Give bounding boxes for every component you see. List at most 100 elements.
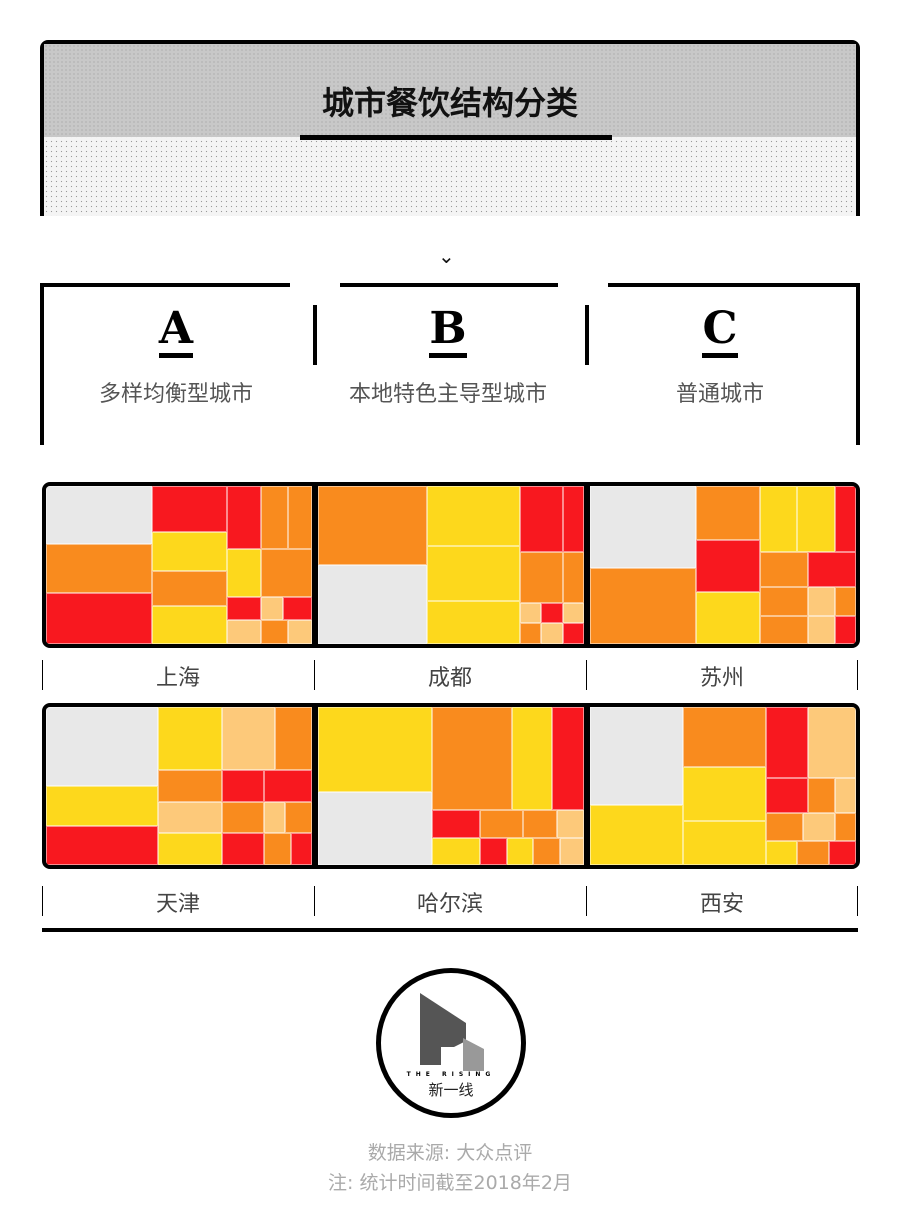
- treemap-tile: [590, 707, 684, 805]
- treemap-tile: [765, 841, 798, 865]
- treemap-tile: [264, 801, 286, 834]
- treemap-tile: [157, 707, 222, 771]
- treemap-tile: [834, 486, 856, 553]
- treemap-tile: [432, 838, 481, 865]
- chevron-down-icon: ⌄: [438, 244, 455, 268]
- treemap-tile: [46, 707, 158, 786]
- city-label: 天津: [155, 892, 200, 917]
- treemap-tile: [683, 707, 766, 768]
- treemap-tile: [46, 786, 158, 826]
- treemap-tile: [318, 707, 433, 793]
- treemap-tile: [683, 820, 766, 865]
- treemap-tile: [480, 838, 507, 865]
- treemap-tile: [590, 804, 684, 865]
- treemap-tile: [560, 838, 584, 865]
- treemap-tile: [520, 486, 563, 553]
- divider: [42, 928, 858, 932]
- treemap-tile: [808, 587, 835, 616]
- treemap-tile: [562, 623, 584, 644]
- treemap-tile: [829, 841, 856, 865]
- type-desc: 普通城市: [675, 382, 764, 407]
- treemap-tile: [152, 531, 227, 572]
- city-label: 西安: [699, 892, 744, 917]
- city-label: 上海: [155, 666, 200, 691]
- treemap-tile: [432, 809, 481, 839]
- logo-mark-icon: [420, 993, 484, 1071]
- treemap-2: [314, 482, 588, 648]
- treemap-tile: [46, 593, 153, 644]
- treemap-tile: [808, 778, 835, 813]
- treemap-tile: [226, 486, 262, 550]
- treemap-tile: [427, 486, 521, 547]
- treemap-tile: [506, 838, 534, 865]
- type-b: B 本地特色主导型城市: [312, 305, 584, 408]
- city-labels-row-1: 上海 成都 苏州: [42, 660, 858, 691]
- treemap-tile: [765, 812, 803, 842]
- treemap-tile: [520, 552, 563, 603]
- treemap-tile: [533, 838, 561, 865]
- city-labels-row-2: 天津 哈尔滨 西安: [42, 886, 858, 917]
- treemap-tile: [221, 801, 265, 834]
- treemap-tile: [221, 833, 265, 865]
- treemap-tile: [288, 486, 312, 550]
- treemap-tile: [152, 606, 227, 644]
- header-band: [44, 44, 856, 137]
- treemap-tile: [480, 809, 523, 839]
- treemap-tile: [285, 801, 312, 834]
- data-source: 数据来源: 大众点评: [367, 1142, 533, 1164]
- treemap-tile: [834, 812, 856, 842]
- treemap-tile: [834, 587, 856, 616]
- treemap-tile: [760, 486, 798, 553]
- treemap-tile: [46, 544, 153, 594]
- type-c: C 普通城市: [584, 305, 856, 408]
- treemap-tile: [432, 707, 513, 810]
- treemap-tile: [221, 707, 275, 771]
- logo-en: THE RISING: [406, 1071, 496, 1078]
- treemap-tile: [427, 601, 521, 644]
- treemap-tile: [590, 568, 697, 644]
- treemap-1: [42, 482, 316, 648]
- logo-cn: 新一线: [428, 1081, 474, 1099]
- type-letter: A: [158, 305, 194, 358]
- treemap-tile: [157, 770, 222, 802]
- treemap-tile: [226, 596, 262, 621]
- treemap-tile: [264, 833, 291, 865]
- treemap-tile: [541, 623, 563, 644]
- treemap-tile: [683, 767, 766, 821]
- treemap-tile: [274, 707, 312, 771]
- type-letter: B: [429, 305, 467, 358]
- treemap-tile: [157, 833, 222, 865]
- type-letter: C: [702, 305, 738, 358]
- treemap-tile: [226, 620, 262, 644]
- treemap-tile: [46, 486, 153, 545]
- treemap-tile: [562, 602, 584, 624]
- treemap-tile: [221, 770, 265, 802]
- treemap-tile: [760, 587, 809, 616]
- treemap-tile: [562, 486, 584, 553]
- title-underline: [300, 135, 612, 140]
- header-banner: 城市餐饮结构分类: [40, 40, 860, 216]
- treemap-tile: [808, 707, 856, 779]
- treemap-tile: [427, 546, 521, 602]
- city-label: 成都: [427, 666, 472, 691]
- treemap-tile: [834, 615, 856, 644]
- treemap-3: [586, 482, 860, 648]
- treemap-tile: [152, 486, 227, 532]
- treemap-tile: [557, 809, 584, 839]
- treemap-tile: [808, 615, 835, 644]
- treemap-tile: [261, 549, 312, 597]
- treemap-tile: [261, 486, 289, 550]
- treemap-tile: [520, 623, 542, 644]
- treemap-tile: [46, 825, 158, 865]
- footnote: 注: 统计时间截至2018年2月: [328, 1172, 572, 1194]
- treemap-tile: [552, 707, 584, 810]
- type-desc: 多样均衡型城市: [98, 382, 253, 407]
- treemap-tile: [318, 565, 428, 644]
- page-title: 城市餐饮结构分类: [321, 84, 578, 122]
- treemap-tile: [261, 620, 289, 644]
- treemap-tile: [590, 486, 697, 569]
- treemap-tile: [765, 778, 809, 813]
- treemap-tile: [261, 596, 283, 621]
- treemap-tile: [797, 486, 835, 553]
- treemap-tile: [834, 778, 856, 813]
